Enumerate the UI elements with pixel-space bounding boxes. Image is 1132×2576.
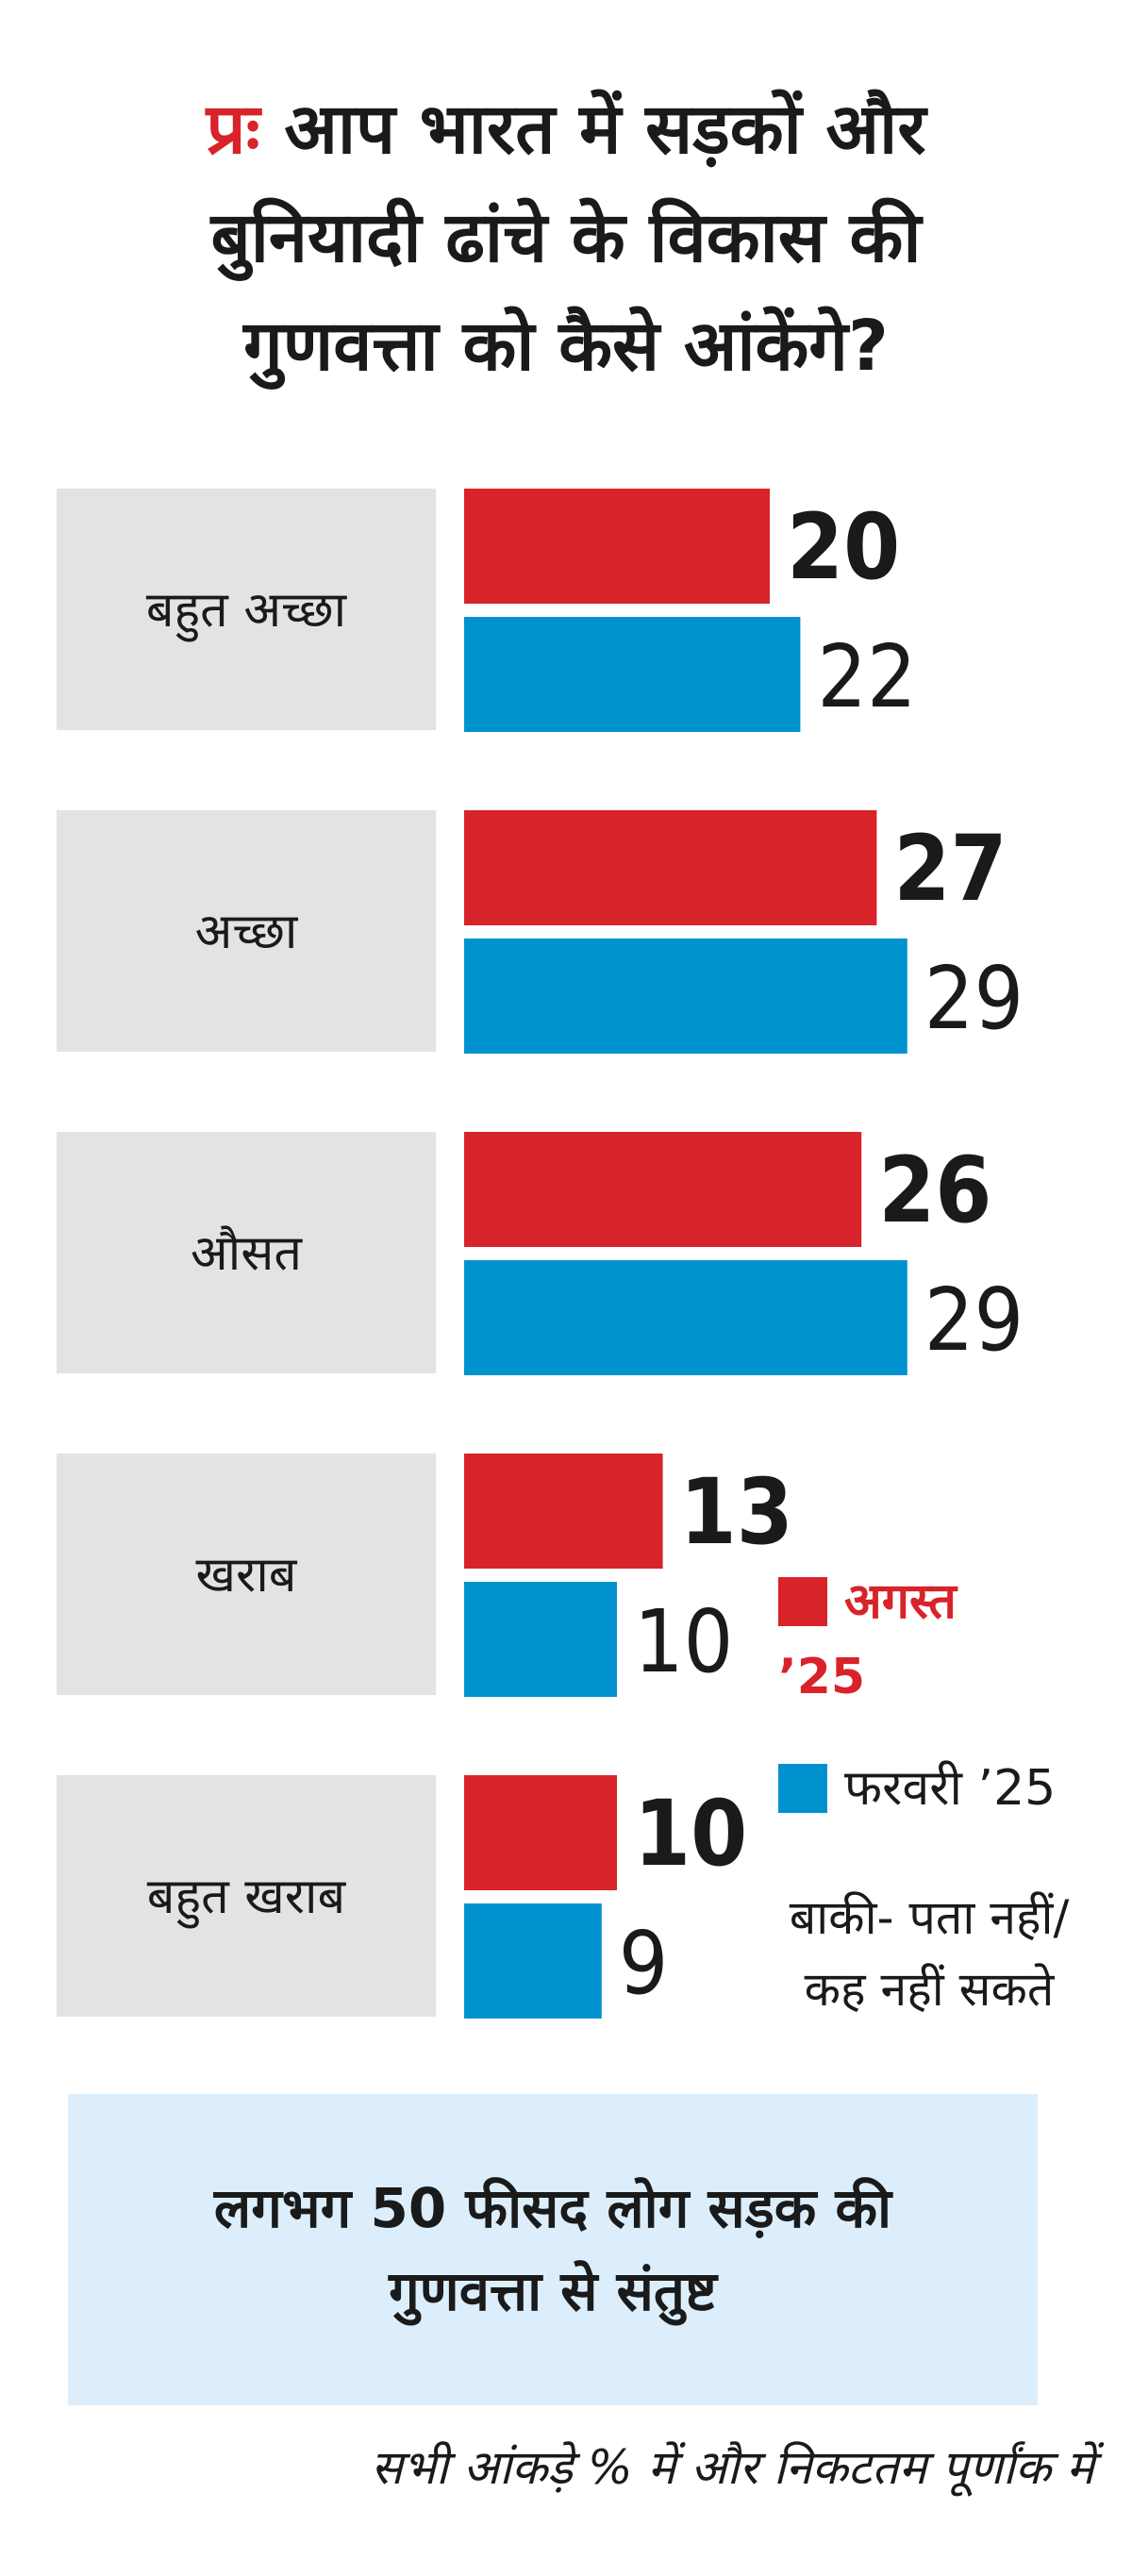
category-label: बहुत अच्छा [146,582,348,642]
bar-august [464,1132,862,1247]
value-label-february: 29 [924,1270,1024,1371]
category-label: खराब [196,1547,298,1604]
chart-title: प्रः आप भारत में सड़कों और बुनियादी ढांच… [57,75,1075,401]
bar-february [464,1260,907,1375]
summary-callout: लगभग 50 फीसद लोग सड़क की गुणवत्ता से संत… [68,2094,1038,2405]
legend-label-august: अगस्त [844,1573,957,1630]
value-label-august: 10 [634,1781,747,1886]
value-label-february: 9 [619,1913,669,2014]
bar-august [464,1775,617,1890]
category-label: बहुत खराब [147,1869,347,1929]
category-label-box [57,489,436,730]
bar-chart: बहुत अच्छा 20 22 अच्छा 27 29 औसत 26 29 खराब 13 10 बह… [57,489,1024,2019]
category-label-box [57,1132,436,1373]
legend-label-february: फरवरी ’25 [844,1760,1057,1817]
bar-august [464,1454,663,1569]
bar-february [464,617,801,732]
value-label-february: 10 [634,1591,733,1692]
value-label-august: 13 [680,1459,793,1565]
value-label-august: 26 [878,1138,991,1243]
category-label-box [57,810,436,1052]
value-label-august: 20 [787,494,900,600]
category-label-box [57,1775,436,2017]
bar-february [464,1903,602,2019]
summary-text: लगभग 50 फीसद लोग सड़क की गुणवत्ता से संत… [213,2176,892,2323]
remaining-note: बाकी- पता नहीं/ कह नहीं सकते [789,1890,1070,2017]
value-label-february: 22 [817,626,916,727]
legend-swatch-february [778,1764,827,1813]
bar-august [464,810,877,925]
footnote: सभी आंकड़े % में और निकटतम पूर्णांक में [371,2440,1094,2495]
legend-year-august: ’25 [778,1649,866,1705]
value-label-february: 29 [924,948,1024,1049]
value-label-august: 27 [893,816,1007,922]
bar-august [464,489,770,604]
question-prefix: प्रः [206,89,260,170]
legend-swatch-august [778,1577,827,1626]
bar-february [464,1582,617,1697]
category-label-box [57,1454,436,1695]
category-label: औसत [191,1225,303,1282]
category-label: अच्छा [195,904,299,960]
question-text: आप भारत में सड़कों और बुनियादी ढांचे के … [210,89,926,387]
bar-february [464,939,907,1054]
